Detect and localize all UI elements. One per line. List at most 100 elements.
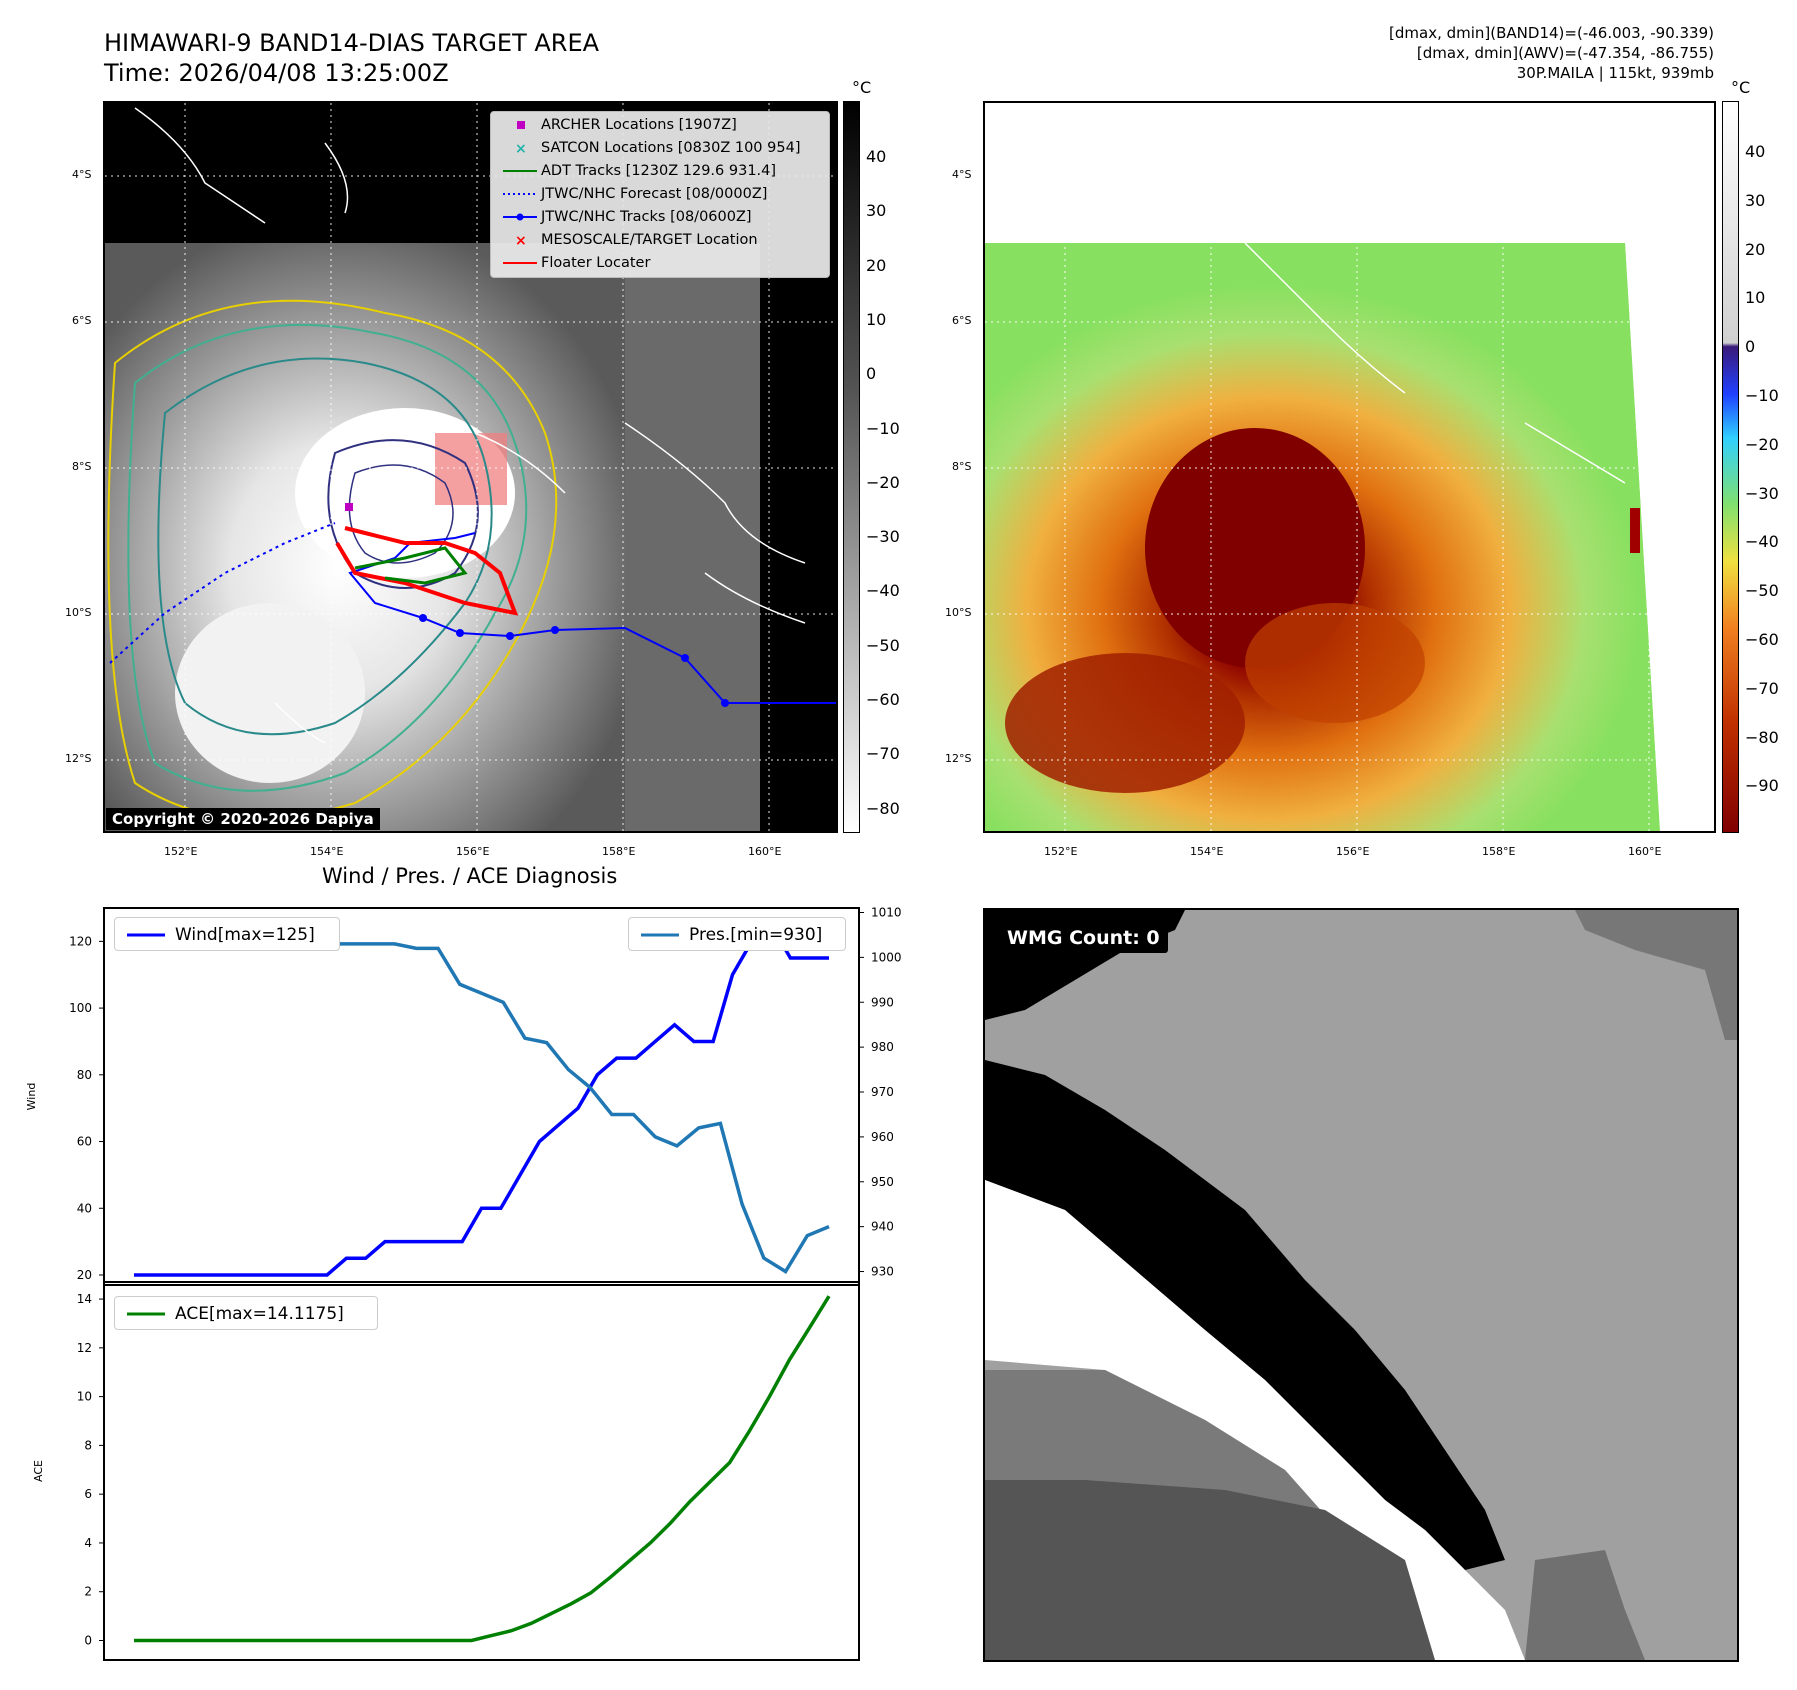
- lat-6s: 6°S: [72, 314, 92, 327]
- awv-colorbar-tick: −70: [1745, 678, 1779, 698]
- wind-y-tick-label: 80: [77, 1068, 92, 1082]
- ace-y-tick-label: 2: [84, 1585, 92, 1599]
- ir-colorbar-tick: 0: [866, 364, 877, 384]
- pres-y-tick-label: 970: [871, 1085, 894, 1099]
- lat-4s: 4°S: [72, 168, 92, 181]
- ir-colorbar-tick: −60: [866, 690, 900, 709]
- ace-legend-label: ACE[max=14.1175]: [175, 1304, 344, 1324]
- legend-forecast: JTWC/NHC Forecast [08/0000Z]: [491, 183, 829, 205]
- awv-colorbar-tick: −50: [1745, 581, 1779, 601]
- wind-legend: Wind[max=125]: [114, 917, 340, 951]
- pres-y-tick-label: 990: [871, 995, 894, 1009]
- legend-tracks-label: JTWC/NHC Tracks [08/0600Z]: [541, 209, 752, 225]
- legend-forecast-label: JTWC/NHC Forecast [08/0000Z]: [541, 186, 768, 202]
- awv-colorbar-tick: −30: [1745, 483, 1779, 503]
- pres-y-tick-label: 960: [871, 1130, 894, 1144]
- figure-time: Time: 2026/04/08 13:25:00Z: [104, 59, 449, 87]
- wind-y-tick-label: 120: [69, 934, 92, 948]
- lat-12s: 12°S: [65, 752, 92, 765]
- ir-colorbar-tick: 30: [866, 201, 887, 221]
- awv-lat-4s: 4°S: [952, 168, 972, 181]
- lon-156: 156°E: [456, 845, 490, 858]
- awv-colorbar-tick: 30: [1745, 190, 1766, 210]
- wind-legend-label: Wind[max=125]: [175, 925, 315, 945]
- ace-legend: ACE[max=14.1175]: [114, 1296, 378, 1330]
- pres-y-tick-label: 980: [871, 1040, 894, 1054]
- lat-10s: 10°S: [65, 606, 92, 619]
- lon-160: 160°E: [748, 845, 782, 858]
- awv-lon-152: 152°E: [1044, 845, 1078, 858]
- ace-y-axis-label: ACE: [32, 1460, 45, 1482]
- info-awv: [dmax, dmin](AWV)=(-47.354, -86.755): [1416, 44, 1714, 62]
- lon-154: 154°E: [310, 845, 344, 858]
- diag-title: Wind / Pres. / ACE Diagnosis: [322, 864, 618, 888]
- wind-y-tick-label: 40: [77, 1201, 92, 1215]
- ace-y-tick-label: 6: [84, 1487, 92, 1501]
- awv-colorbar-tick: −20: [1745, 434, 1779, 454]
- ir-colorbar-tick: −70: [866, 744, 900, 764]
- awv-colorbar-tick: 10: [1745, 288, 1766, 308]
- awv-colorbar-tick: −90: [1745, 776, 1779, 796]
- legend-adt: ADT Tracks [1230Z 129.6 931.4]: [491, 160, 829, 182]
- legend-floater-label: Floater Locater: [541, 255, 651, 271]
- ace-y-tick-label: 14: [77, 1292, 92, 1306]
- ace-series-line: [134, 1295, 831, 1643]
- legend-tracks: JTWC/NHC Tracks [08/0600Z]: [491, 206, 829, 228]
- awv-lat-6s: 6°S: [952, 314, 972, 327]
- pres-y-tick-label: 930: [871, 1265, 894, 1279]
- awv-lon-158: 158°E: [1482, 845, 1516, 858]
- awv-colorbar-tick: −60: [1745, 630, 1779, 649]
- ir-map-panel: ARCHER Locations [1907Z] × SATCON Locati…: [103, 101, 838, 833]
- ir-colorbar-tick: −40: [866, 581, 900, 601]
- pres-y-tick-label: 950: [871, 1175, 894, 1189]
- ir-colorbar-tick: 10: [866, 309, 887, 329]
- wind-y-tick-label: 20: [77, 1268, 92, 1282]
- awv-map-image: [985, 103, 1714, 831]
- svg-text:×: ×: [515, 141, 527, 157]
- awv-colorbar-tick: −10: [1745, 386, 1779, 405]
- ir-colorbar-tick: 40: [866, 147, 887, 166]
- wmg-image: [985, 910, 1737, 1660]
- awv-colorbar-tick: 0: [1745, 337, 1756, 357]
- lon-158: 158°E: [602, 845, 636, 858]
- pres-y-tick-label: 1000: [871, 950, 902, 964]
- lon-152: 152°E: [164, 845, 198, 858]
- awv-colorbar: [1722, 101, 1739, 833]
- awv-lon-154: 154°E: [1190, 845, 1224, 858]
- awv-colorbar-tick: 40: [1745, 142, 1766, 161]
- wind-pressure-chart: 20 40 60 80 100 120 930 940 950 960 970 980 990 1000 1…: [25, 905, 902, 1286]
- legend-archer: ARCHER Locations [1907Z]: [491, 114, 829, 136]
- awv-lon-156: 156°E: [1336, 845, 1370, 858]
- awv-colorbar-tick: 20: [1745, 239, 1766, 259]
- info-storm: 30P.MAILA | 115kt, 939mb: [1516, 64, 1714, 82]
- ir-colorbar-tick: −20: [866, 472, 900, 492]
- wmg-count-label: WMG Count: 0: [999, 923, 1168, 953]
- ace-plot-frame: [103, 1281, 860, 1661]
- ace-chart: 0 2 4 6 8 10 12 14 ACE: [32, 1281, 860, 1661]
- awv-colorbar-unit: °C: [1731, 78, 1751, 97]
- lat-8s: 8°S: [72, 460, 92, 473]
- ir-map-image: [105, 103, 836, 831]
- legend-satcon: × SATCON Locations [0830Z 100 954]: [491, 137, 829, 159]
- pres-legend: Pres.[min=930]: [628, 917, 846, 951]
- legend-target: × MESOSCALE/TARGET Location: [491, 229, 829, 251]
- awv-lat-12s: 12°S: [945, 752, 972, 765]
- legend-satcon-label: SATCON Locations [0830Z 100 954]: [541, 140, 801, 156]
- info-band14: [dmax, dmin](BAND14)=(-46.003, -90.339): [1389, 24, 1714, 42]
- ace-y-tick-label: 4: [84, 1536, 92, 1550]
- pressure-series-line: [134, 924, 830, 1274]
- awv-colorbar-tick: −40: [1745, 532, 1779, 552]
- legend-archer-label: ARCHER Locations [1907Z]: [541, 117, 737, 133]
- wind-y-axis-label: Wind: [25, 1083, 38, 1111]
- ace-y-tick-label: 0: [84, 1633, 92, 1647]
- awv-lat-8s: 8°S: [952, 460, 972, 473]
- legend-target-label: MESOSCALE/TARGET Location: [541, 232, 758, 248]
- pres-y-tick-label: 1010: [871, 905, 902, 919]
- wind-plot-frame: [103, 907, 860, 1286]
- awv-map-panel: [983, 101, 1716, 833]
- ir-colorbar-tick: −80: [866, 798, 900, 818]
- wind-y-tick-label: 100: [69, 1001, 92, 1015]
- ir-colorbar-tick: −50: [866, 635, 900, 655]
- map-legend: ARCHER Locations [1907Z] × SATCON Locati…: [490, 111, 830, 278]
- ace-y-tick-label: 8: [84, 1438, 92, 1452]
